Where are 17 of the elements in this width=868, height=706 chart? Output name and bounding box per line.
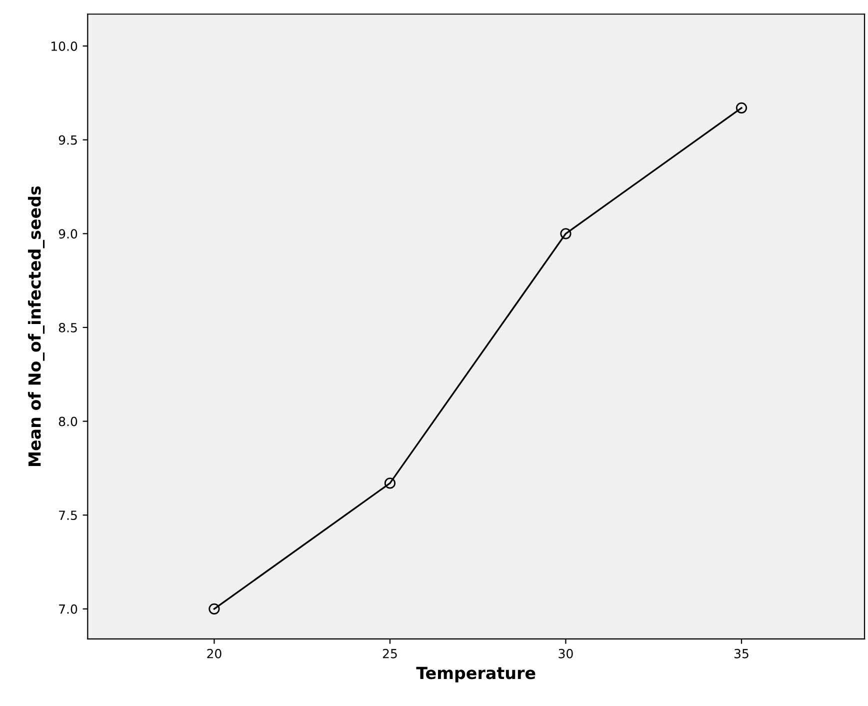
x-tick-label: 35	[734, 648, 748, 658]
y-tick-label: 7.5	[59, 510, 77, 520]
y-tick-label: 7.0	[59, 604, 78, 614]
y-axis-title: Mean of No_of_infected_seeds	[28, 186, 45, 466]
point	[560, 228, 572, 240]
point	[736, 102, 748, 114]
x-axis-title: Temperature	[416, 666, 536, 682]
point	[384, 478, 396, 489]
x-tick-label: 30	[558, 648, 573, 658]
y-tick-label: 8.0	[58, 416, 78, 426]
y-tick-label: 9.5	[58, 135, 77, 145]
y-tick-label: 8.5	[58, 322, 77, 332]
y-tick-label: 10.0	[51, 41, 78, 51]
x-tick-label: 25	[382, 648, 397, 658]
y-tick-label: 9.0	[58, 229, 78, 239]
point	[208, 603, 220, 614]
x-tick-label: 20	[207, 648, 222, 658]
